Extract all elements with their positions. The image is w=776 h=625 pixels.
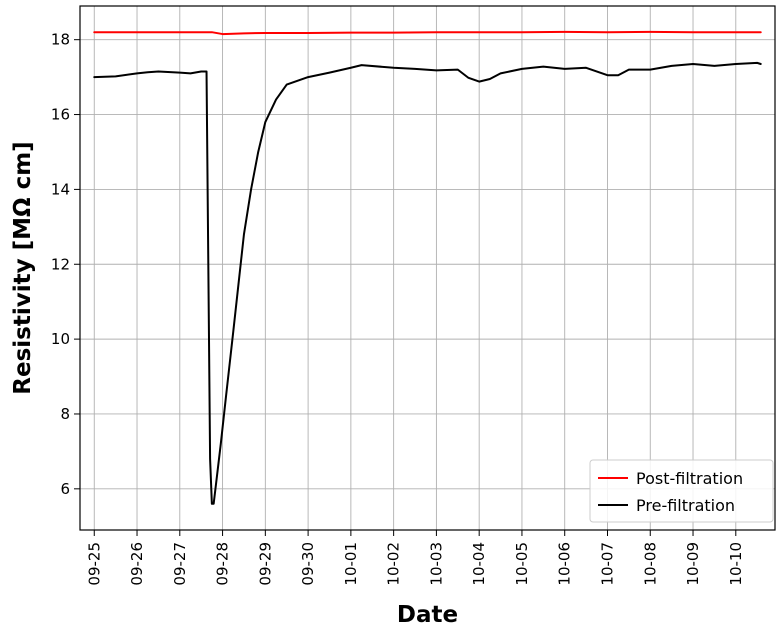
x-tick-label: 10-10 bbox=[727, 542, 745, 586]
x-tick-label: 10-09 bbox=[684, 542, 702, 586]
x-axis-title: Date bbox=[397, 602, 458, 625]
x-tick-label: 10-06 bbox=[556, 542, 574, 586]
y-axis: 6 8 10 12 14 16 18 bbox=[51, 31, 80, 498]
x-tick-label: 10-05 bbox=[513, 542, 531, 586]
x-tick-label: 10-02 bbox=[385, 542, 403, 586]
y-tick-label: 6 bbox=[60, 480, 70, 498]
x-tick-label: 10-04 bbox=[470, 542, 488, 586]
y-tick-label: 8 bbox=[60, 405, 70, 423]
y-tick-label: 14 bbox=[51, 180, 70, 198]
y-tick-label: 16 bbox=[51, 106, 70, 124]
series-line-pre-filtration bbox=[93, 61, 762, 505]
grid bbox=[80, 6, 775, 530]
plot-frame bbox=[79, 5, 776, 531]
x-tick-label: 09-25 bbox=[85, 542, 103, 586]
x-tick-label: 10-03 bbox=[427, 542, 445, 586]
x-tick-label: 09-26 bbox=[128, 542, 146, 586]
y-axis-title: Resistivity [MΩ cm] bbox=[10, 141, 36, 394]
x-tick-label: 09-29 bbox=[256, 542, 274, 586]
legend-label: Pre-filtration bbox=[636, 496, 735, 515]
x-tick-label: 10-07 bbox=[598, 542, 616, 586]
y-tick-label: 10 bbox=[51, 330, 70, 348]
x-tick-label: 10-01 bbox=[342, 542, 360, 586]
y-tick-label: 18 bbox=[51, 31, 70, 49]
legend: Post-filtration Pre-filtration bbox=[589, 459, 774, 523]
x-tick-label: 09-28 bbox=[214, 542, 232, 586]
legend-label: Post-filtration bbox=[636, 469, 743, 488]
y-tick-label: 12 bbox=[51, 255, 70, 273]
series-line-post-filtration bbox=[93, 30, 762, 36]
x-tick-label: 09-30 bbox=[299, 542, 317, 586]
x-axis: 09-25 09-26 09-27 09-28 09-29 09-30 10-01 10-02… bbox=[85, 530, 745, 586]
legend-box bbox=[589, 459, 774, 523]
series-layer bbox=[93, 30, 762, 505]
x-tick-label: 10-08 bbox=[641, 542, 659, 586]
x-tick-label: 09-27 bbox=[171, 542, 189, 586]
